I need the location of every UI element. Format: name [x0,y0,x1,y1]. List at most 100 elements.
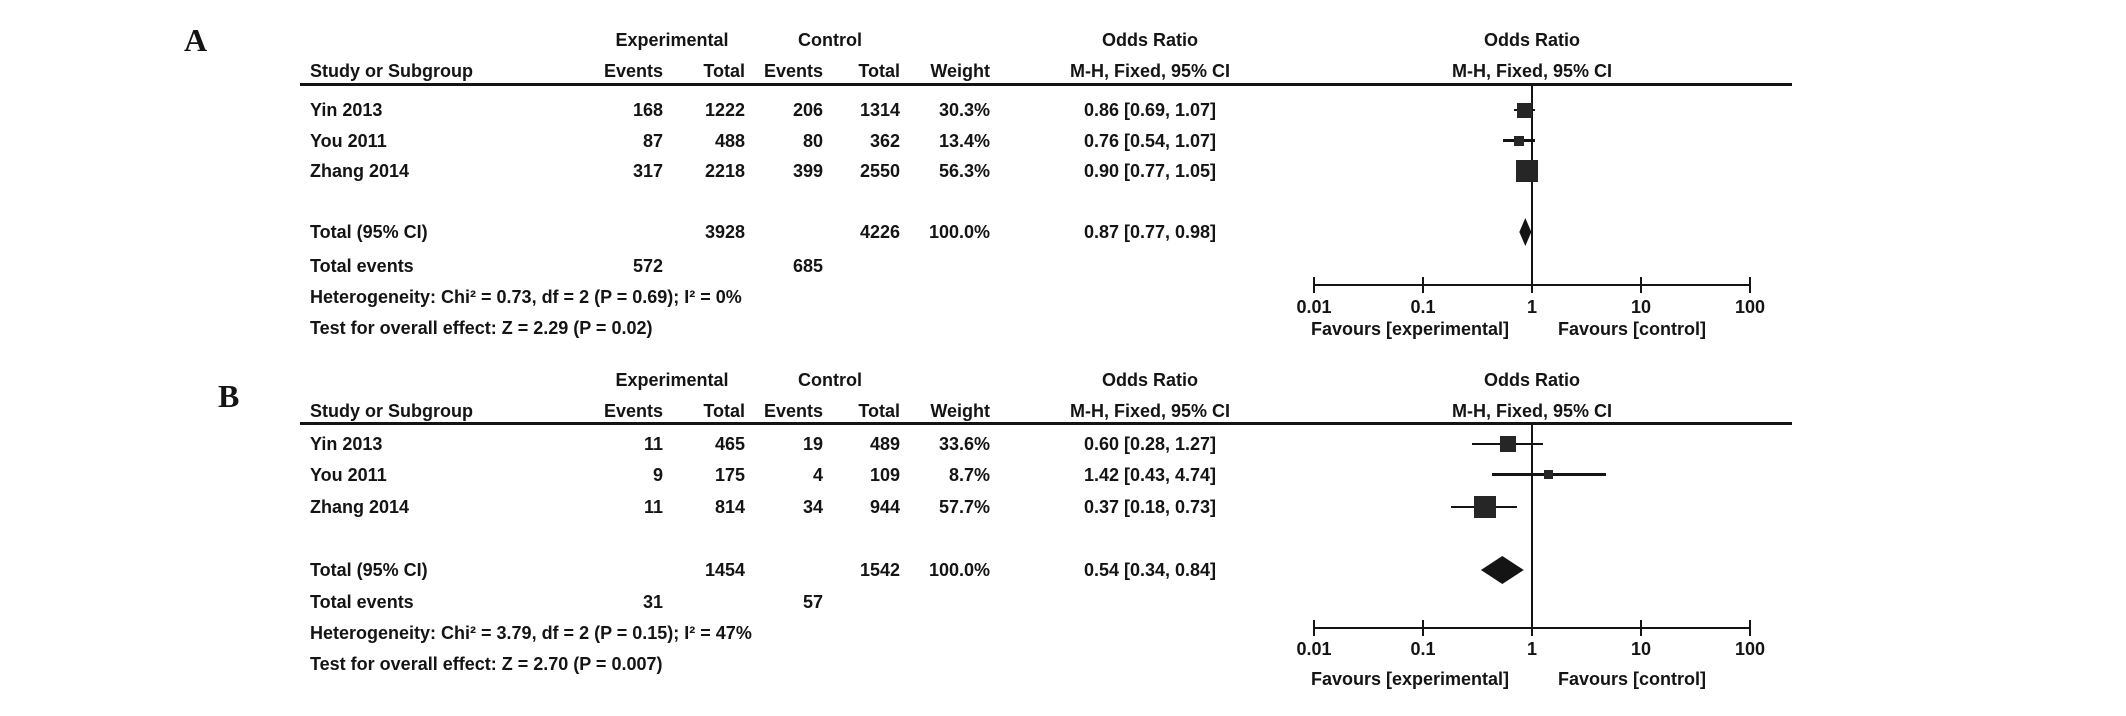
col-header-mh-right: M-H, Fixed, 95% CI [1451,61,1613,81]
experimental-events: 168 [632,100,663,120]
col-header-events-exp: Events [603,61,663,81]
experimental-events: 87 [642,130,663,151]
panel-label: B [218,378,240,414]
no-effect-line [1530,86,1534,285]
axis-tick-label: 0.1 [1410,297,1436,317]
study-name: You 2011 [310,130,387,151]
total-label: Total (95% CI) [310,560,428,580]
control-total: 1314 [859,100,900,120]
axis-tick [1312,620,1316,636]
control-events: 206 [792,100,823,120]
col-header-mh-right: M-H, Fixed, 95% CI [1451,401,1613,421]
axis-tick [1312,277,1316,293]
or-ci-text: 0.86 [0.69, 1.07] [1083,100,1217,120]
study-name: Zhang 2014 [310,497,410,517]
control-total: 2550 [859,161,900,181]
axis-tick-label: 0.1 [1410,639,1436,659]
total-weight: 100.0% [928,560,990,580]
or-ci-text: 0.60 [0.28, 1.27] [1083,434,1217,454]
control-events: 19 [802,434,823,454]
experimental-events: 11 [643,497,663,517]
axis-tick [1421,620,1425,636]
study-name: You 2011 [310,464,387,485]
weight-value: 13.4% [938,130,990,151]
col-header-total-exp: Total [703,61,745,81]
group-header-control: Control [798,370,862,390]
effect-square [1544,470,1554,479]
col-header-total-ctl: Total [858,61,900,81]
total-label: Total (95% CI) [310,222,428,242]
col-header-study: Study or Subgroup [310,61,473,81]
group-header-odds-ratio-left: Odds Ratio [1101,370,1198,390]
axis-tick-label: 100 [1734,297,1766,317]
col-header-mh-left: M-H, Fixed, 95% CI [1069,61,1231,81]
weight-value: 30.3% [938,100,990,120]
header-rule [300,422,1792,425]
col-header-events-exp: Events [603,401,663,421]
total-exp-total: 3928 [704,222,745,242]
experimental-events: 11 [643,434,663,454]
group-header-experimental: Experimental [615,30,729,50]
or-ci-text: 0.37 [0.18, 0.73] [1083,497,1217,517]
col-header-total-ctl: Total [858,401,900,421]
total-ctl-total: 1542 [859,560,900,580]
experimental-total: 465 [714,434,745,454]
control-events: 34 [802,497,823,517]
study-name: Yin 2013 [310,434,383,454]
control-events: 4 [812,464,823,485]
total-events-label: Total events [310,256,414,276]
axis-tick [1530,277,1534,293]
control-total: 109 [869,464,900,485]
effect-square [1514,135,1524,146]
experimental-events: 9 [652,464,663,485]
heterogeneity-text: Heterogeneity: Chi² = 0.73, df = 2 (P = … [310,287,742,307]
experimental-total: 175 [714,464,745,485]
col-header-events-ctl: Events [763,61,823,81]
effect-square [1517,102,1533,118]
col-header-events-ctl: Events [763,401,823,421]
effect-square [1516,160,1538,182]
effect-square [1473,496,1496,518]
axis-tick-label: 0.01 [1296,639,1332,659]
pooled-diamond [1480,556,1524,584]
axis-tick [1748,277,1752,293]
col-header-total-exp: Total [703,401,745,421]
col-header-study: Study or Subgroup [310,401,473,421]
axis-tick-label: 0.01 [1296,297,1332,317]
heterogeneity-text: Heterogeneity: Chi² = 3.79, df = 2 (P = … [310,623,752,643]
axis-tick [1530,620,1534,636]
no-effect-line [1530,425,1534,628]
axis-tick [1639,277,1643,293]
or-ci-text: 0.76 [0.54, 1.07] [1083,130,1217,151]
experimental-events: 317 [632,161,663,181]
header-rule [300,83,1792,86]
axis-tick-label: 100 [1734,639,1766,659]
axis-tick [1639,620,1643,636]
total-or-ci-text: 0.87 [0.77, 0.98] [1083,222,1217,242]
or-ci-text: 1.42 [0.43, 4.74] [1083,464,1217,485]
axis-tick [1748,620,1752,636]
group-header-odds-ratio-right: Odds Ratio [1483,370,1580,390]
study-name: Zhang 2014 [310,161,410,181]
col-header-mh-left: M-H, Fixed, 95% CI [1069,401,1231,421]
group-header-experimental: Experimental [615,370,729,390]
axis-tick [1421,277,1425,293]
control-total: 944 [869,497,900,517]
control-total: 489 [869,434,900,454]
control-events: 80 [802,130,823,151]
pooled-diamond [1519,218,1532,246]
col-header-weight: Weight [930,401,990,421]
weight-value: 57.7% [938,497,990,517]
axis-tick-label: 10 [1630,639,1652,659]
experimental-total: 1222 [704,100,745,120]
experimental-total: 488 [714,130,745,151]
favours-left-label: Favours [experimental] [1310,669,1510,689]
total-weight: 100.0% [928,222,990,242]
total-events-exp: 572 [632,256,663,276]
total-ctl-total: 4226 [859,222,900,242]
experimental-total: 2218 [704,161,745,181]
effect-square [1499,436,1516,452]
control-events: 399 [792,161,823,181]
favours-left-label: Favours [experimental] [1310,319,1510,339]
